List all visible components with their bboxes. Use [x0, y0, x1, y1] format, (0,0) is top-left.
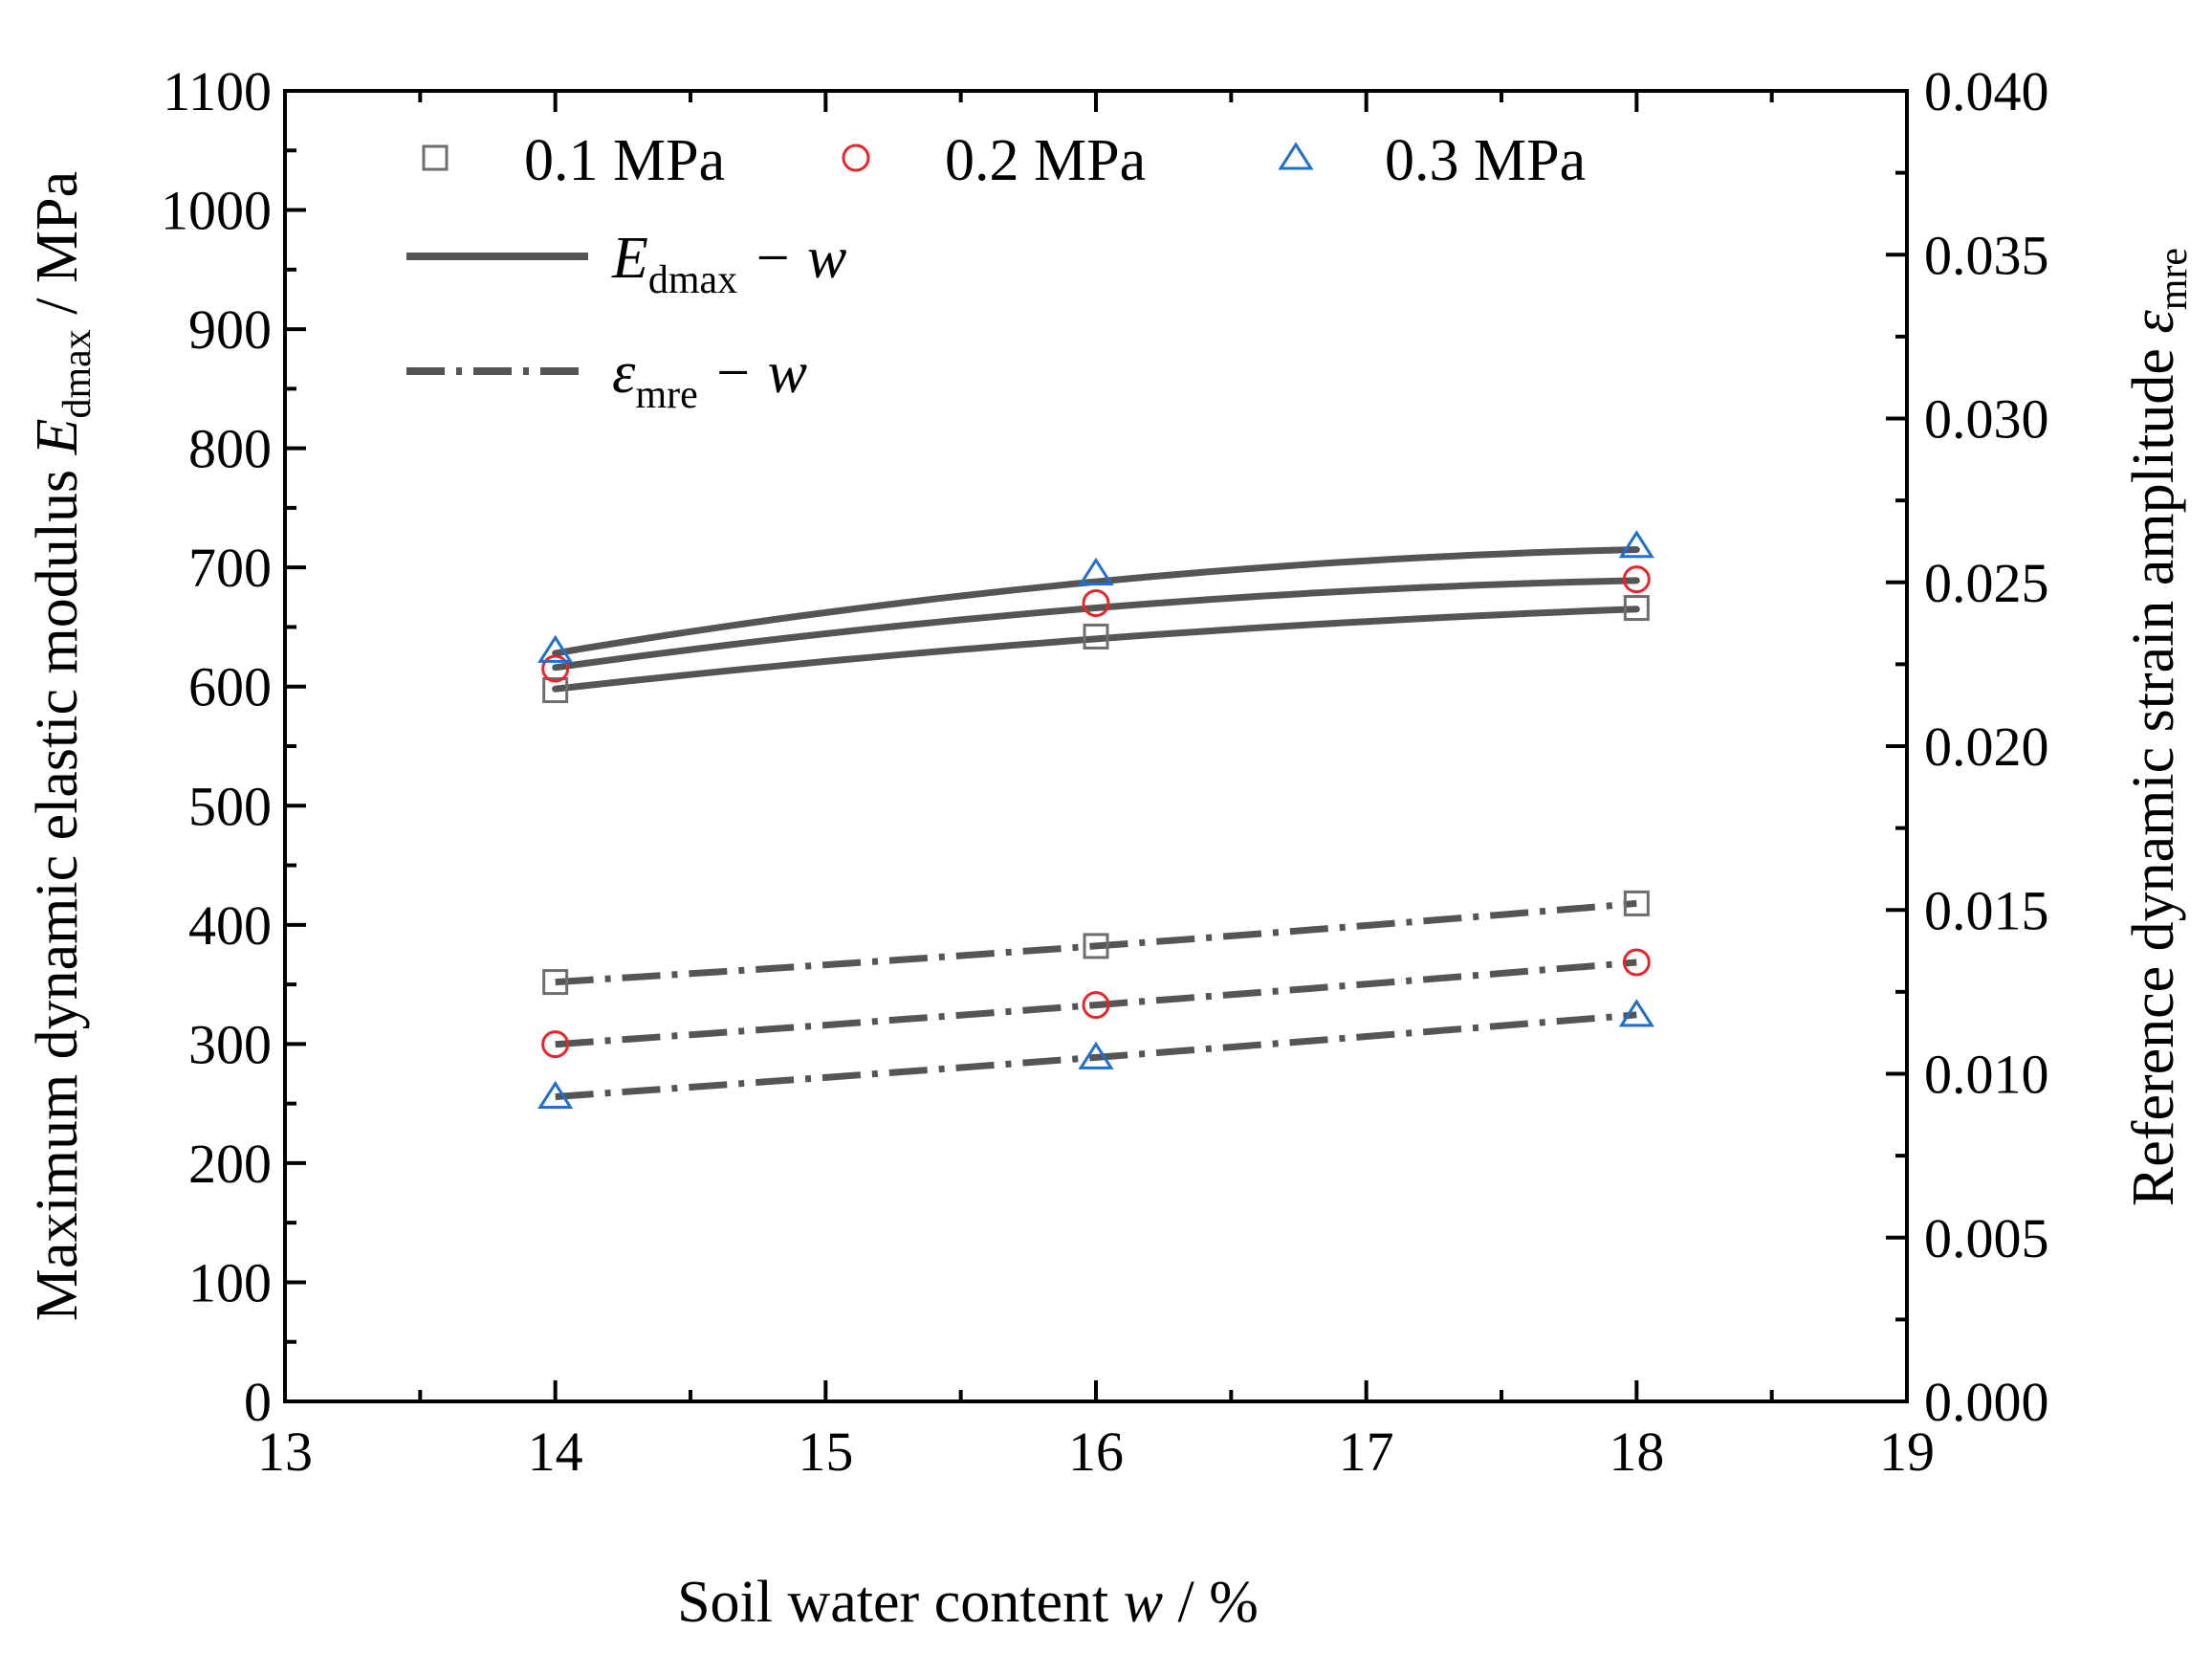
x-tick-label: 19	[1879, 1421, 1935, 1483]
edmax-point	[1622, 565, 1651, 594]
emre-fit-line	[555, 959, 1637, 1048]
x-tick-label: 15	[798, 1421, 853, 1483]
y-left-tick-label: 200	[188, 1133, 272, 1195]
data-markers	[537, 530, 1654, 1110]
legend-label: 0.3 MPa	[1385, 128, 1586, 193]
edmax-point	[542, 676, 569, 703]
edmax-point	[1623, 595, 1650, 622]
y-right-tick-label: 0.030	[1924, 388, 2049, 451]
emre-point	[1618, 999, 1654, 1027]
edmax-point	[1078, 557, 1114, 585]
y-left-tick-label: 900	[188, 298, 272, 361]
x-axis-title: Soil water content w / %	[677, 1570, 1259, 1635]
y-left-tick-label: 700	[188, 537, 272, 599]
y-right-tick-label: 0.010	[1924, 1044, 2049, 1106]
legend-label: 0.1 MPa	[524, 128, 725, 193]
y-right-tick-label: 0.025	[1924, 552, 2049, 614]
y-left-tick-label: 400	[188, 894, 272, 957]
y-left-axis-title: Maximum dynamic elastic modulus Edmax / …	[25, 171, 99, 1321]
edmax-point	[1082, 589, 1110, 618]
edmax-fit-line	[552, 546, 1640, 657]
edmax-point	[1618, 530, 1654, 559]
emre-point	[1622, 948, 1651, 977]
y-left-tick-label: 500	[188, 775, 272, 837]
legend-label: 0.2 MPa	[945, 128, 1146, 193]
emre-point	[1623, 890, 1650, 916]
y-right-tick-label: 0.005	[1924, 1207, 2049, 1269]
x-tick-label: 17	[1339, 1421, 1394, 1483]
emre-fit-line	[555, 899, 1637, 986]
y-right-tick-label: 0.035	[1924, 224, 2049, 286]
emre-fit-line	[555, 1011, 1637, 1100]
y-right-tick-label: 0.020	[1924, 716, 2049, 778]
legend-fit-label: Edmax − w	[611, 226, 846, 302]
y-left-tick-label: 800	[188, 418, 272, 480]
y-left-tick-label: 0	[244, 1371, 272, 1433]
legend-fit-label: εmre − w	[612, 341, 807, 417]
legend-marker	[1278, 142, 1314, 170]
edmax-point	[541, 654, 570, 683]
edmax-fit-line	[552, 606, 1640, 693]
y-left-tick-label: 300	[188, 1013, 272, 1075]
emre-point	[541, 1030, 570, 1059]
x-tick-label: 13	[257, 1421, 313, 1483]
edmax-point	[1083, 623, 1109, 650]
axes-layer: 13 14 15 16 17 18 19 0 100 200 300 400 500 600 700 800 9…	[161, 60, 2049, 1483]
y-left-tick-label: 600	[188, 656, 272, 718]
x-tick-label: 16	[1068, 1421, 1124, 1483]
emre-point	[1083, 933, 1109, 959]
plot-frame	[283, 89, 1909, 1403]
emre-point	[542, 969, 569, 996]
y-left-tick-label: 1000	[161, 180, 272, 242]
emre-point	[1078, 1041, 1114, 1069]
edmax-point	[537, 634, 574, 663]
fit-curves	[552, 546, 1640, 1100]
y-left-tick-label: 100	[188, 1251, 272, 1313]
legend-marker	[422, 144, 449, 171]
y-right-axis-title: Reference dynamic strain amplitude εmre	[2121, 248, 2196, 1206]
emre-point	[537, 1080, 574, 1110]
y-right-tick-label: 0.040	[1924, 60, 2049, 122]
legend-marker	[842, 143, 870, 172]
edmax-fit-line	[552, 577, 1640, 672]
legend: 0.1 MPa 0.2 MPa 0.3 MPa Edmax − w εmre − w	[406, 128, 1586, 417]
x-tick-label: 18	[1609, 1421, 1664, 1483]
x-tick-label: 14	[528, 1421, 583, 1483]
emre-point	[1082, 991, 1110, 1020]
y-right-tick-label: 0.015	[1924, 879, 2049, 941]
y-left-tick-label: 1100	[163, 60, 272, 122]
y-right-tick-label: 0.000	[1924, 1371, 2049, 1433]
